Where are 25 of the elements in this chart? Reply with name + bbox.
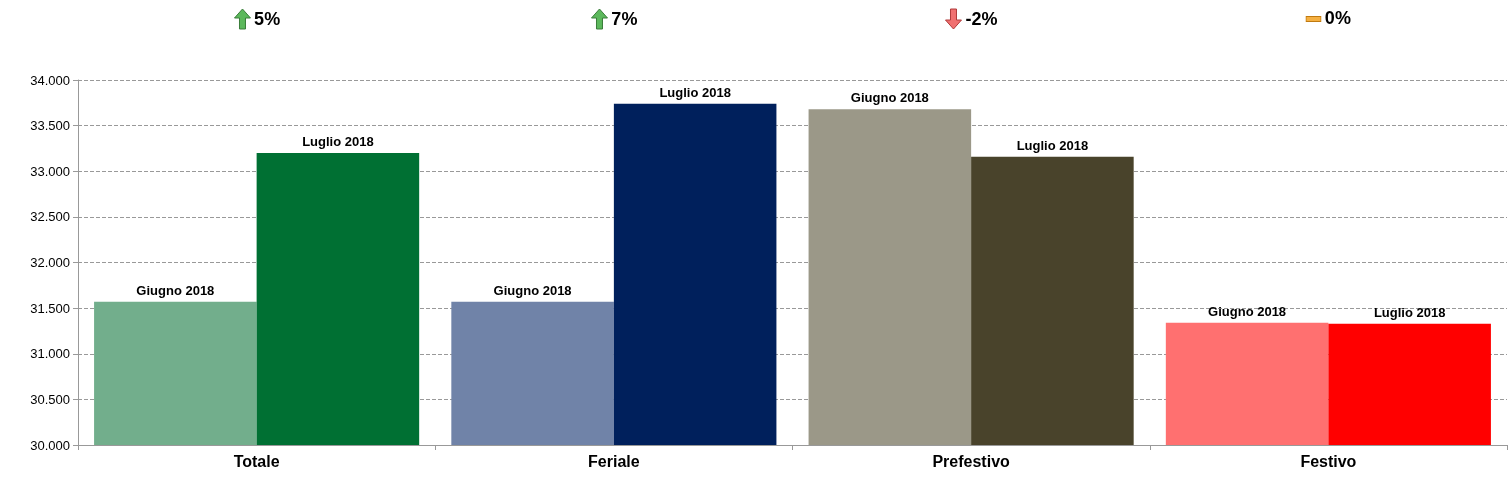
- text: Luglio 2018: [1373, 304, 1446, 320]
- series-label: Luglio 2018: [302, 134, 374, 149]
- text: Luglio 2018: [1016, 137, 1089, 153]
- y-tick-label: 33.500: [30, 118, 70, 134]
- x-tick-label: Prefestivo: [932, 452, 1011, 470]
- x-tick-label: Festivo: [1300, 452, 1357, 470]
- text: 7%: [611, 8, 638, 30]
- y-tick-label: 32.500: [30, 209, 70, 225]
- y-tick-label: 30.000: [30, 437, 70, 453]
- text: 0%: [1324, 8, 1351, 29]
- text: Giugno 2018: [493, 282, 572, 298]
- y-tick-label: 32.000: [30, 255, 70, 270]
- y-tick-label: 33.000: [30, 163, 70, 179]
- text: 5%: [254, 8, 281, 30]
- y-tick-label: 31.000: [30, 346, 70, 362]
- text: Giugno 2018: [1208, 303, 1287, 319]
- y-tick-label: 34.000: [30, 72, 70, 88]
- x-tick-label: Totale: [233, 452, 280, 470]
- y-tick-label: 31.500: [30, 300, 70, 316]
- x-tick-label: Feriale: [588, 452, 640, 470]
- text: Luglio 2018: [659, 84, 731, 100]
- series-label: Giugno 2018: [136, 282, 215, 298]
- text: Giugno 2018: [850, 90, 929, 106]
- text: -2%: [965, 8, 998, 30]
- y-tick-label: 30.500: [30, 391, 70, 407]
